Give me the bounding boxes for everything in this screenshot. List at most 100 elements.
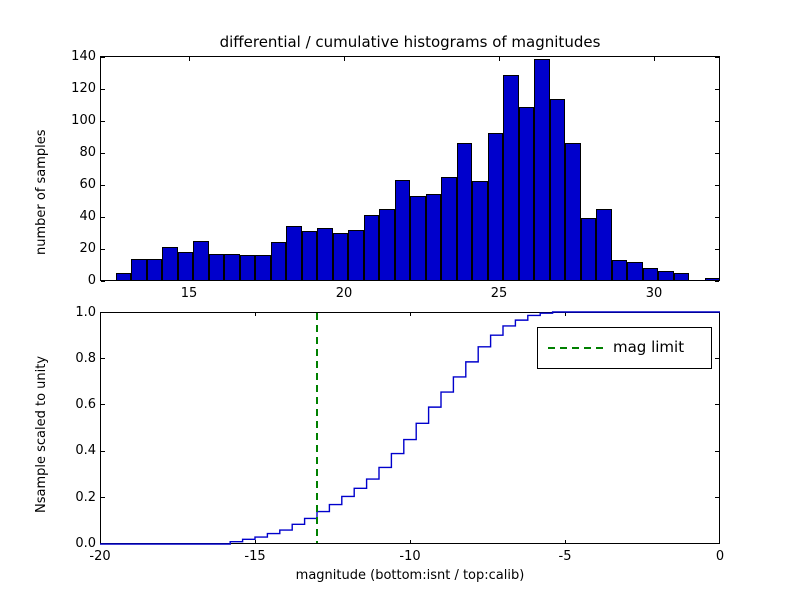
top-ytick-20: 20 xyxy=(79,241,96,256)
histogram-bar xyxy=(286,226,302,281)
histogram-bar xyxy=(580,218,596,281)
top-ytick-mark-right xyxy=(715,89,719,90)
bottom-xtick-mark-top xyxy=(410,312,411,316)
bottom-xtick-0: 0 xyxy=(715,549,725,564)
histogram-bar xyxy=(472,181,488,281)
top-ytick-mark-right xyxy=(715,281,719,282)
bottom-xtick-mark xyxy=(565,540,566,544)
histogram-bar xyxy=(704,277,720,281)
histogram-bar xyxy=(115,272,131,281)
bottom-xtick-m5: -5 xyxy=(558,549,572,564)
top-xtick-mark-top xyxy=(189,57,190,61)
histogram-bar xyxy=(534,59,550,281)
top-ytick-40: 40 xyxy=(79,209,96,224)
bottom-xtick-mark xyxy=(255,540,256,544)
histogram-bar xyxy=(146,258,162,281)
histogram-bar xyxy=(456,142,472,281)
bottom-xtick-m10: -10 xyxy=(399,549,421,564)
bottom-ytick-mark-right xyxy=(715,543,719,544)
bottom-ytick-mark-right xyxy=(715,404,719,405)
histogram-bar xyxy=(425,194,441,281)
histogram-bar xyxy=(301,231,317,281)
histogram-bar xyxy=(379,208,395,281)
histogram-bar xyxy=(487,133,503,281)
bottom-ytick-mark-right xyxy=(715,451,719,452)
histogram-bar xyxy=(208,253,224,281)
bottom-xtick-m15: -15 xyxy=(244,549,266,564)
top-xtick-30: 30 xyxy=(645,286,663,301)
histogram-bar xyxy=(611,260,627,281)
top-xtick-15: 15 xyxy=(180,286,198,301)
top-ytick-0: 0 xyxy=(87,273,96,288)
histogram-bar xyxy=(270,242,286,281)
bottom-xtick-mark-top xyxy=(565,312,566,316)
top-ytick-mark-right xyxy=(715,57,719,58)
histogram-bar xyxy=(131,258,147,281)
top-ytick-mark-right xyxy=(715,249,719,250)
histogram-bar xyxy=(332,232,348,281)
bottom-xtick-mark-top xyxy=(255,312,256,316)
top-ytick-mark xyxy=(101,153,105,154)
top-ytick-mark xyxy=(101,57,105,58)
top-xtick-mark-top xyxy=(499,57,500,61)
bottom-ytick-mark-right xyxy=(715,358,719,359)
top-ytick-mark-right xyxy=(715,217,719,218)
x-axis-label: magnitude (bottom:isnt / top:calib) xyxy=(295,568,525,583)
histogram-bar xyxy=(193,240,209,281)
top-xtick-mark-top xyxy=(654,57,655,61)
bottom-ytick-08: 0.8 xyxy=(75,351,96,366)
bottom-xtick-mark xyxy=(410,540,411,544)
histogram-bar xyxy=(162,247,178,281)
bottom-ytick-mark xyxy=(101,404,105,405)
top-ytick-100: 100 xyxy=(71,113,96,128)
bottom-xtick-mark xyxy=(100,540,101,544)
bottom-ytick-02: 0.2 xyxy=(75,490,96,505)
bottom-ytick-06: 0.6 xyxy=(75,397,96,412)
cumulative-step-curve xyxy=(100,311,720,545)
bottom-ytick-04: 0.4 xyxy=(75,443,96,458)
bottom-xtick-mark-top xyxy=(100,312,101,316)
top-ytick-80: 80 xyxy=(79,145,96,160)
top-xtick-25: 25 xyxy=(490,286,508,301)
histogram-bar xyxy=(410,195,426,281)
top-ytick-mark-right xyxy=(715,185,719,186)
top-ytick-mark xyxy=(101,89,105,90)
histogram-bar xyxy=(673,272,689,281)
top-ytick-60: 60 xyxy=(79,177,96,192)
histogram-bar xyxy=(503,75,519,281)
chart-title: differential / cumulative histograms of … xyxy=(219,33,601,51)
top-ytick-mark xyxy=(101,217,105,218)
top-xtick-mark-top xyxy=(344,57,345,61)
histogram-bar xyxy=(348,229,364,281)
top-ytick-mark xyxy=(101,185,105,186)
histogram-bar xyxy=(642,268,658,281)
bottom-ytick-mark xyxy=(101,312,105,313)
top-ytick-mark-right xyxy=(715,121,719,122)
histogram-bar xyxy=(394,179,410,281)
bottom-xtick-m20: -20 xyxy=(89,549,111,564)
histogram-bar xyxy=(255,255,271,281)
histogram-bar xyxy=(596,208,612,281)
histogram-bar xyxy=(549,99,565,281)
histogram-bar xyxy=(441,176,457,281)
top-ytick-mark xyxy=(101,121,105,122)
bottom-ytick-mark xyxy=(101,497,105,498)
bottom-xtick-mark xyxy=(719,540,720,544)
histogram-bar xyxy=(177,252,193,281)
histogram-bar xyxy=(518,107,534,281)
top-xtick-20: 20 xyxy=(335,286,353,301)
top-ytick-120: 120 xyxy=(71,81,96,96)
histogram-bar xyxy=(565,142,581,281)
histogram-bar xyxy=(363,215,379,281)
bottom-xtick-mark-top xyxy=(719,312,720,316)
histogram-bar xyxy=(317,227,333,281)
top-ytick-mark xyxy=(101,281,105,282)
legend-label-mag-limit: mag limit xyxy=(613,338,685,356)
bottom-ytick-mark xyxy=(101,451,105,452)
histogram-bar xyxy=(224,253,240,281)
bottom-ytick-10: 1.0 xyxy=(75,305,96,320)
histogram-bar xyxy=(627,261,643,281)
bottom-ytick-mark xyxy=(101,358,105,359)
